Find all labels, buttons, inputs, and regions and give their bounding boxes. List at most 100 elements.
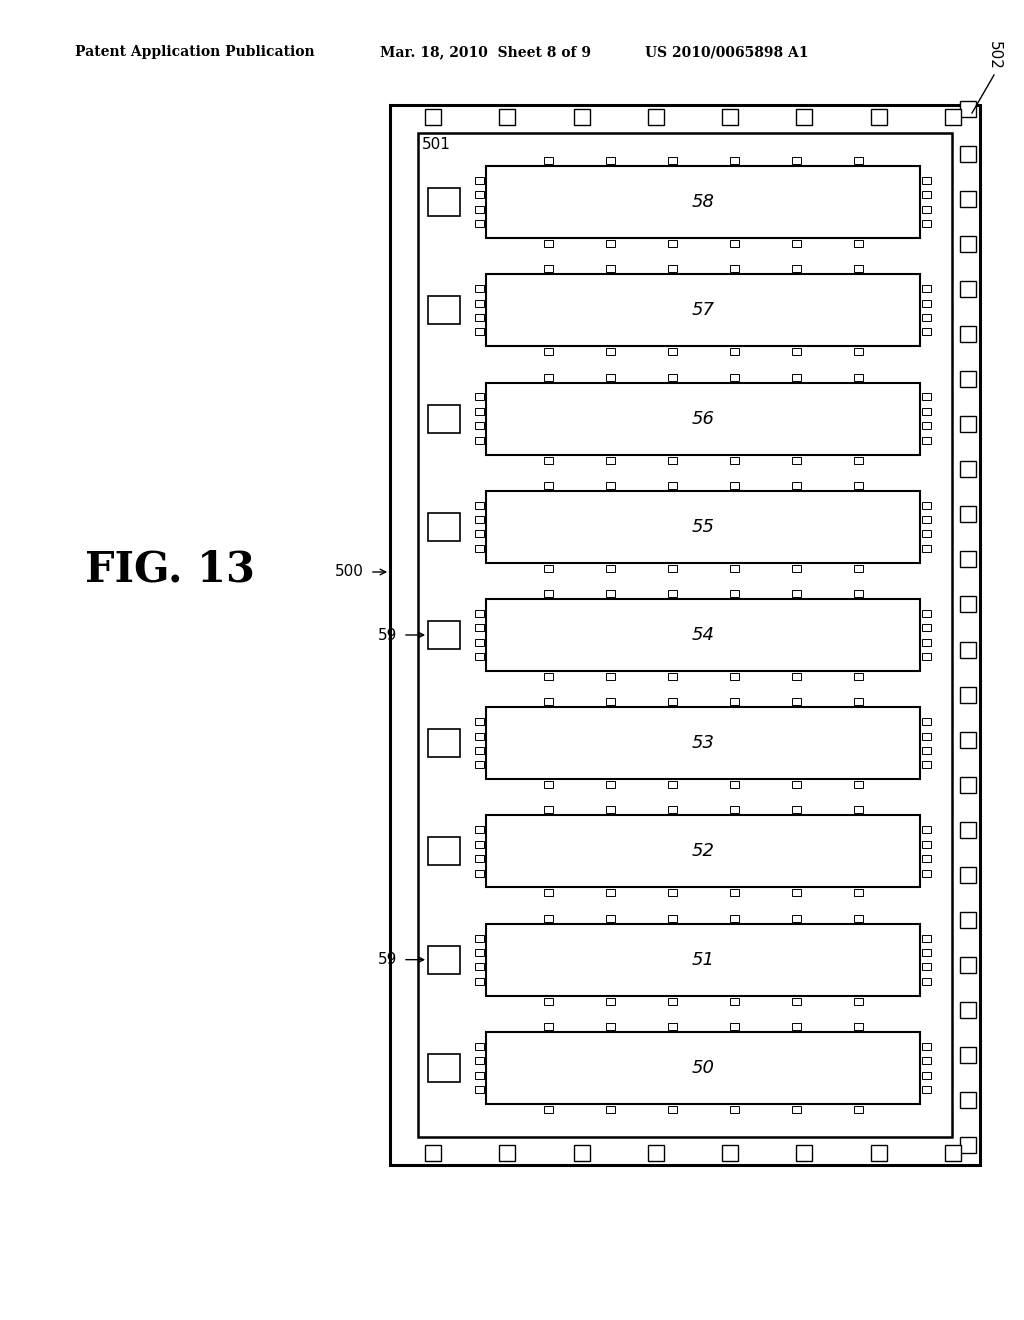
Bar <box>945 1144 961 1162</box>
Bar <box>922 422 931 429</box>
Text: 53: 53 <box>691 734 715 752</box>
Bar <box>797 110 812 125</box>
Bar <box>729 265 738 272</box>
Bar <box>648 110 664 125</box>
Bar <box>922 855 931 862</box>
Bar <box>475 516 484 523</box>
Bar <box>853 565 862 572</box>
Bar <box>544 807 553 813</box>
Bar <box>486 708 920 779</box>
Bar <box>922 653 931 660</box>
Bar <box>922 314 931 321</box>
Bar <box>475 329 484 335</box>
Bar <box>729 590 738 597</box>
Bar <box>792 998 801 1005</box>
Bar <box>792 807 801 813</box>
Bar <box>605 457 614 463</box>
Bar <box>853 673 862 680</box>
Bar <box>853 590 862 597</box>
Text: 58: 58 <box>691 193 715 211</box>
Bar <box>922 206 931 213</box>
Bar <box>475 935 484 941</box>
Bar <box>544 374 553 380</box>
Bar <box>729 807 738 813</box>
Bar <box>544 348 553 355</box>
Bar <box>486 1032 920 1104</box>
Bar <box>605 590 614 597</box>
Text: 59: 59 <box>378 627 397 643</box>
Bar <box>853 1106 862 1113</box>
Bar <box>418 133 952 1137</box>
Bar <box>475 826 484 833</box>
Bar <box>605 565 614 572</box>
Bar <box>792 348 801 355</box>
Bar <box>729 374 738 380</box>
Bar <box>605 1023 614 1030</box>
Bar <box>486 924 920 995</box>
Text: Patent Application Publication: Patent Application Publication <box>75 45 314 59</box>
Bar <box>853 807 862 813</box>
Bar <box>853 157 862 164</box>
Bar <box>922 408 931 414</box>
Text: 501: 501 <box>422 137 451 152</box>
Text: 52: 52 <box>691 842 715 861</box>
Bar <box>722 110 738 125</box>
Bar <box>961 326 976 342</box>
Text: 57: 57 <box>691 301 715 319</box>
Bar <box>961 867 976 883</box>
Bar <box>668 807 677 813</box>
Bar <box>922 1057 931 1064</box>
Bar <box>961 821 976 838</box>
Bar <box>544 1106 553 1113</box>
Bar <box>922 639 931 645</box>
Bar <box>792 1023 801 1030</box>
Text: US 2010/0065898 A1: US 2010/0065898 A1 <box>645 45 809 59</box>
Bar <box>922 1072 931 1078</box>
Bar <box>475 610 484 616</box>
Bar <box>792 915 801 921</box>
Bar <box>486 275 920 346</box>
Bar <box>544 240 553 247</box>
Bar <box>792 781 801 788</box>
Bar <box>544 265 553 272</box>
Bar <box>729 348 738 355</box>
Bar <box>961 191 976 207</box>
Bar <box>870 1144 887 1162</box>
Bar <box>475 949 484 956</box>
Bar <box>922 220 931 227</box>
Bar <box>475 870 484 876</box>
Bar <box>544 673 553 680</box>
Bar <box>668 374 677 380</box>
Bar <box>605 673 614 680</box>
Bar <box>428 1053 460 1082</box>
Bar <box>475 733 484 739</box>
Bar <box>922 516 931 523</box>
Bar <box>668 565 677 572</box>
Bar <box>648 1144 664 1162</box>
Bar <box>475 191 484 198</box>
Bar <box>475 1043 484 1049</box>
Bar <box>573 110 590 125</box>
Text: Mar. 18, 2010  Sheet 8 of 9: Mar. 18, 2010 Sheet 8 of 9 <box>380 45 591 59</box>
Bar <box>853 998 862 1005</box>
Text: 55: 55 <box>691 517 715 536</box>
Bar <box>792 590 801 597</box>
Bar <box>922 949 931 956</box>
Bar <box>853 482 862 488</box>
Bar <box>425 110 441 125</box>
Bar <box>792 240 801 247</box>
Bar <box>668 590 677 597</box>
Bar <box>922 733 931 739</box>
Bar <box>961 957 976 973</box>
Text: 54: 54 <box>691 626 715 644</box>
Bar <box>729 673 738 680</box>
Bar <box>961 731 976 747</box>
Bar <box>605 374 614 380</box>
Bar <box>475 762 484 768</box>
Bar <box>922 747 931 754</box>
Bar <box>922 1086 931 1093</box>
Bar <box>853 374 862 380</box>
Bar <box>500 1144 515 1162</box>
Bar <box>922 870 931 876</box>
Bar <box>961 102 976 117</box>
